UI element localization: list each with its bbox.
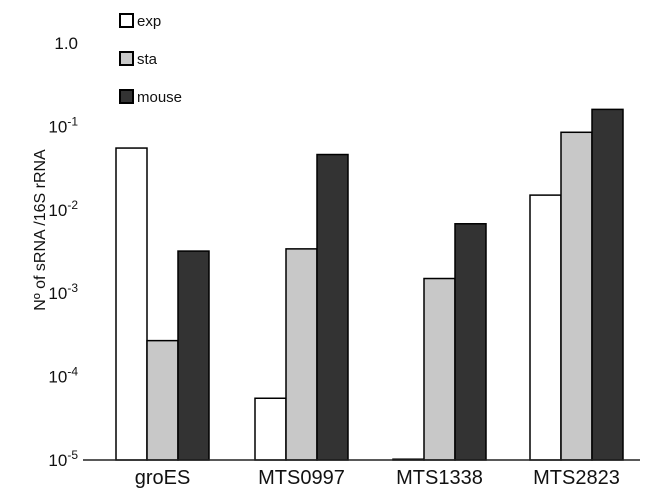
bar-mouse-MTS2823	[591, 108, 624, 461]
y-tick-exponent: -4	[67, 365, 78, 379]
legend-swatch-exp	[119, 13, 134, 28]
legend-label: exp	[137, 13, 161, 30]
y-axis-ticks: 1.010-110-210-310-410-5	[48, 34, 78, 470]
bars	[115, 108, 624, 461]
y-tick-exponent: -2	[67, 198, 78, 212]
y-tick-exponent: -5	[67, 448, 78, 462]
y-tick-label: 10-5	[48, 448, 78, 470]
y-tick-label: 10-3	[48, 281, 78, 303]
y-tick-base: 10	[48, 368, 67, 387]
bar-exp-groES	[115, 147, 148, 461]
bar-mouse-MTS0997	[316, 153, 349, 461]
x-category-label: MTS2823	[533, 467, 620, 489]
y-tick-base: 10	[48, 201, 67, 220]
x-axis-categories: groES MTS0997 MTS1338 MTS2823	[135, 467, 620, 489]
bar-sta-MTS2823	[560, 131, 593, 461]
y-tick-exponent: -1	[67, 114, 78, 128]
y-axis-label: Nº of sRNA /16S rRNA	[32, 149, 49, 311]
legend-swatch-sta	[119, 51, 134, 66]
legend-label: mouse	[137, 89, 182, 106]
y-tick-label: 10-2	[48, 198, 78, 220]
bar-exp-MTS2823	[529, 194, 562, 461]
y-tick-base: 10	[48, 117, 67, 136]
y-tick-label: 10-4	[48, 365, 78, 387]
y-tick-label: 1.0	[54, 34, 78, 53]
x-category-label: MTS1338	[396, 467, 483, 489]
y-tick-label: 10-1	[48, 114, 78, 136]
y-tick-base: 10	[48, 284, 67, 303]
bar-mouse-MTS1338	[454, 223, 487, 461]
x-category-label: MTS0997	[258, 467, 345, 489]
x-category-label: groES	[135, 467, 191, 489]
y-tick-base: 10	[48, 451, 67, 470]
bar-exp-MTS0997	[254, 397, 287, 461]
y-tick-exponent: -3	[67, 281, 78, 295]
legend-label: sta	[137, 51, 158, 68]
legend: exp sta mouse	[119, 13, 182, 106]
bar-sta-groES	[146, 339, 179, 461]
legend-swatch-mouse	[119, 89, 134, 104]
bar-mouse-groES	[177, 250, 210, 461]
bar-sta-MTS1338	[423, 277, 456, 461]
bar-sta-MTS0997	[285, 248, 318, 461]
